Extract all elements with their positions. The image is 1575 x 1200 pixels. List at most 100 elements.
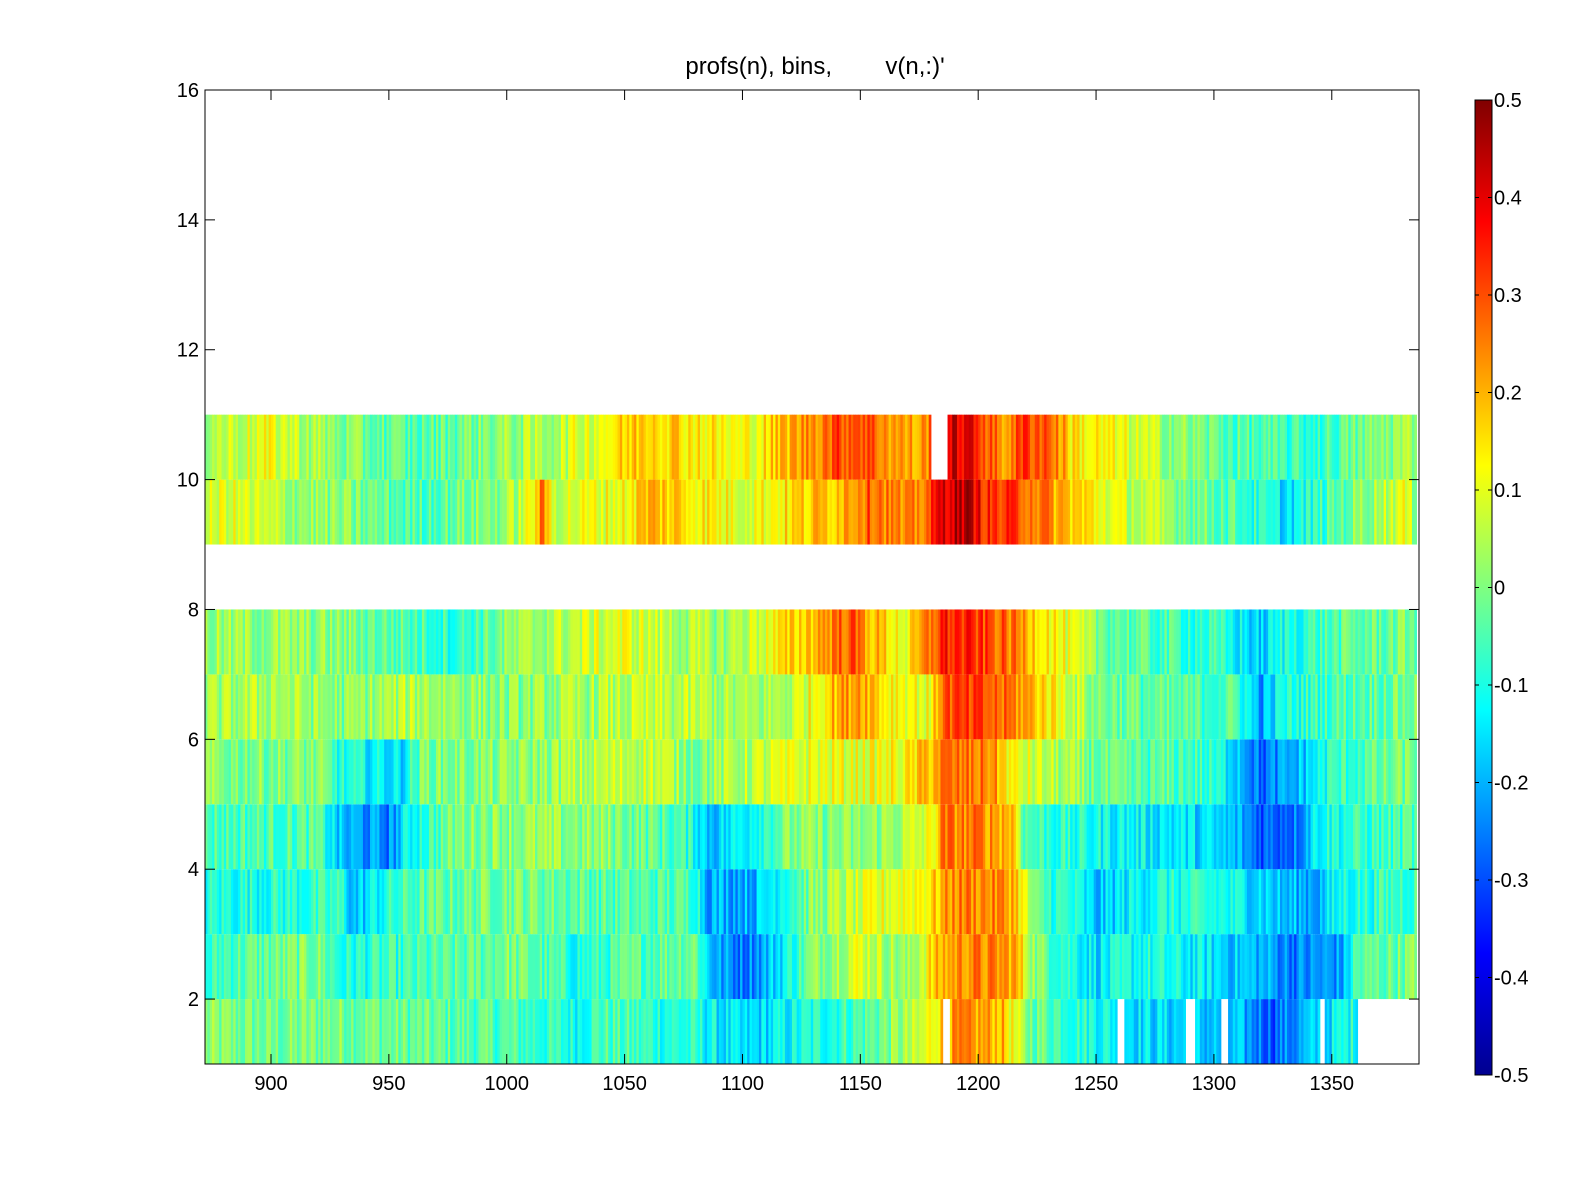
heatmap-cell — [247, 999, 251, 1064]
heatmap-cell — [1381, 479, 1384, 545]
heatmap-cell — [1015, 414, 1019, 480]
heatmap-cell — [1301, 804, 1304, 870]
heatmap-cell — [1112, 674, 1116, 740]
heatmap-cell — [1119, 739, 1123, 805]
heatmap-cell — [1150, 804, 1153, 870]
heatmap-cell — [535, 609, 538, 675]
heatmap-cell — [881, 739, 885, 805]
heatmap-cell — [1364, 609, 1368, 675]
heatmap-cell — [268, 479, 272, 545]
heatmap-cell — [1246, 479, 1250, 545]
heatmap-cell — [292, 479, 295, 545]
heatmap-cell — [1319, 804, 1323, 870]
heatmap-cell — [1381, 869, 1384, 935]
heatmap-cell — [370, 869, 373, 935]
heatmap-cell — [443, 999, 446, 1064]
heatmap-cell — [900, 999, 904, 1064]
heatmap-cell — [593, 739, 597, 805]
heatmap-cell — [355, 479, 359, 545]
heatmap-cell — [1256, 479, 1260, 545]
heatmap-cell — [780, 674, 783, 740]
heatmap-cell — [582, 414, 585, 480]
heatmap-cell — [367, 999, 371, 1064]
heatmap-cell — [674, 999, 677, 1064]
heatmap-cell — [758, 739, 762, 805]
heatmap-cell — [912, 739, 915, 805]
heatmap-cell — [1272, 804, 1276, 870]
heatmap-cell — [1015, 479, 1019, 545]
heatmap-cell — [1277, 414, 1281, 480]
heatmap-cell — [1223, 869, 1227, 935]
heatmap-cell — [209, 739, 213, 805]
heatmap-cell — [1112, 609, 1116, 675]
heatmap-cell — [971, 739, 974, 805]
heatmap-cell — [815, 479, 819, 545]
heatmap-cell — [1376, 609, 1380, 675]
heatmap-cell — [747, 739, 750, 805]
heatmap-cell — [233, 414, 236, 480]
heatmap-cell — [428, 609, 432, 675]
heatmap-cell — [464, 414, 468, 480]
heatmap-cell — [1058, 479, 1062, 545]
heatmap-cell — [593, 479, 597, 545]
heatmap-cell — [704, 999, 708, 1064]
heatmap-cell — [461, 804, 465, 870]
heatmap-cell — [1133, 869, 1137, 935]
heatmap-cell — [681, 934, 684, 1000]
heatmap-cell — [426, 674, 430, 740]
heatmap-cell — [1006, 479, 1010, 545]
heatmap-cell — [1329, 414, 1333, 480]
heatmap-cell — [959, 479, 963, 545]
heatmap-cell — [285, 739, 288, 805]
heatmap-cell — [1244, 674, 1248, 740]
heatmap-cell — [733, 934, 736, 1000]
heatmap-cell — [1390, 869, 1394, 935]
heatmap-cell — [301, 414, 305, 480]
heatmap-cell — [631, 999, 635, 1064]
heatmap-cell — [1411, 869, 1415, 935]
heatmap-cell — [1237, 869, 1241, 935]
heatmap-cell — [424, 934, 427, 1000]
heatmap-cell — [1197, 479, 1201, 545]
heatmap-cell — [1367, 934, 1370, 1000]
heatmap-cell — [603, 804, 607, 870]
heatmap-cell — [1166, 869, 1170, 935]
heatmap-cell — [1386, 869, 1389, 935]
heatmap-cell — [403, 804, 406, 870]
heatmap-cell — [1317, 609, 1321, 675]
heatmap-cell — [598, 934, 602, 1000]
heatmap-cell — [1051, 999, 1054, 1064]
heatmap-cell — [306, 999, 310, 1064]
heatmap-cell — [766, 479, 769, 545]
heatmap-cell — [414, 869, 418, 935]
heatmap-cell — [563, 739, 567, 805]
heatmap-cell — [1034, 674, 1038, 740]
heatmap-cell — [532, 609, 536, 675]
heatmap-cell — [794, 609, 798, 675]
heatmap-cell — [1015, 804, 1019, 870]
heatmap-cell — [945, 804, 948, 870]
heatmap-cell — [1367, 804, 1370, 870]
heatmap-cell — [770, 674, 774, 740]
heatmap-cell — [1131, 934, 1135, 1000]
heatmap-cell — [789, 414, 793, 480]
heatmap-cell — [351, 999, 354, 1064]
heatmap-cell — [921, 414, 925, 480]
heatmap-cell — [268, 869, 272, 935]
heatmap-cell — [1360, 934, 1363, 1000]
heatmap-cell — [1114, 804, 1118, 870]
heatmap-cell — [1279, 479, 1283, 545]
heatmap-cell — [608, 934, 611, 1000]
heatmap-cell — [926, 609, 930, 675]
heatmap-cell — [233, 999, 236, 1064]
heatmap-cell — [1107, 739, 1111, 805]
heatmap-cell — [346, 674, 350, 740]
heatmap-cell — [452, 414, 456, 480]
heatmap-cell — [410, 414, 413, 480]
heatmap-cell — [325, 869, 328, 935]
heatmap-cell — [664, 739, 668, 805]
heatmap-cell — [249, 804, 253, 870]
heatmap-cell — [419, 609, 423, 675]
heatmap-cell — [513, 804, 517, 870]
heatmap-cell — [879, 869, 882, 935]
